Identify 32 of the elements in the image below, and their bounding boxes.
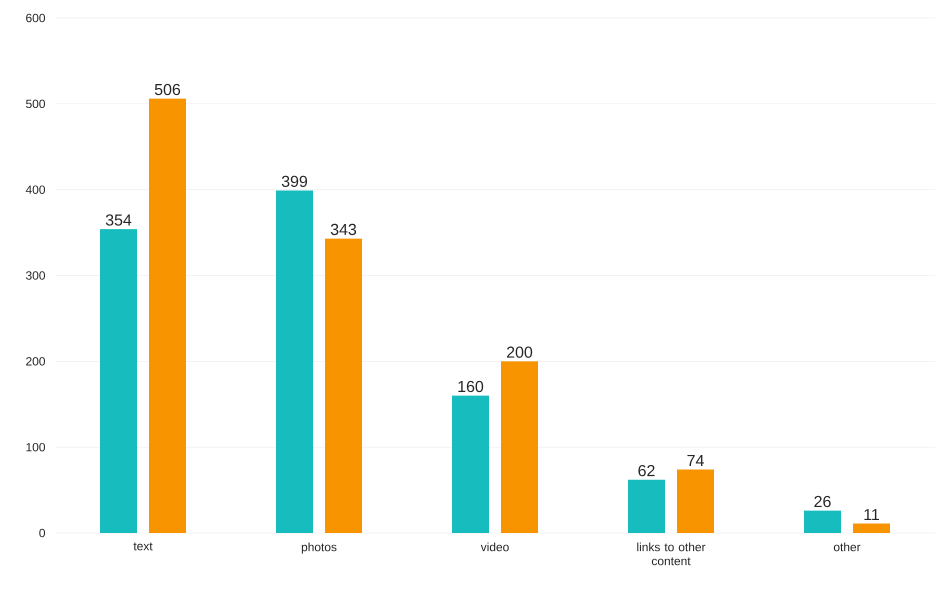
data-label: 343 (330, 224, 356, 236)
data-label: 160 (458, 380, 484, 392)
y-tick-label: 100 (26, 442, 46, 452)
y-tick-label: 300 (26, 271, 46, 280)
bar (628, 480, 666, 533)
data-label: 11 (864, 509, 879, 520)
data-label: 354 (106, 214, 132, 226)
data-label: 506 (154, 84, 180, 96)
bar (325, 238, 362, 533)
x-tick-label: video (480, 542, 509, 552)
bar (677, 469, 714, 533)
y-tick-label: 600 (26, 14, 46, 22)
bar (853, 524, 890, 533)
bar (276, 190, 313, 533)
data-label: 26 (814, 496, 831, 508)
y-tick-label: 200 (26, 357, 46, 366)
bar (100, 229, 137, 533)
bar (804, 510, 842, 533)
y-tick-label: 0 (39, 528, 46, 538)
data-label: 200 (507, 346, 532, 358)
bar (501, 361, 538, 533)
data-label: 74 (687, 454, 704, 466)
y-tick-label: 500 (26, 100, 46, 108)
data-label: 399 (282, 176, 308, 188)
x-tick-label: text (134, 542, 153, 550)
x-tick-label: other (834, 542, 860, 552)
bar (149, 98, 186, 533)
y-tick-label: 400 (26, 185, 46, 194)
data-label: 62 (638, 464, 655, 476)
x-tick-label: photos (302, 542, 337, 554)
bar (452, 396, 490, 533)
x-tick-label: links to other content (637, 542, 706, 566)
